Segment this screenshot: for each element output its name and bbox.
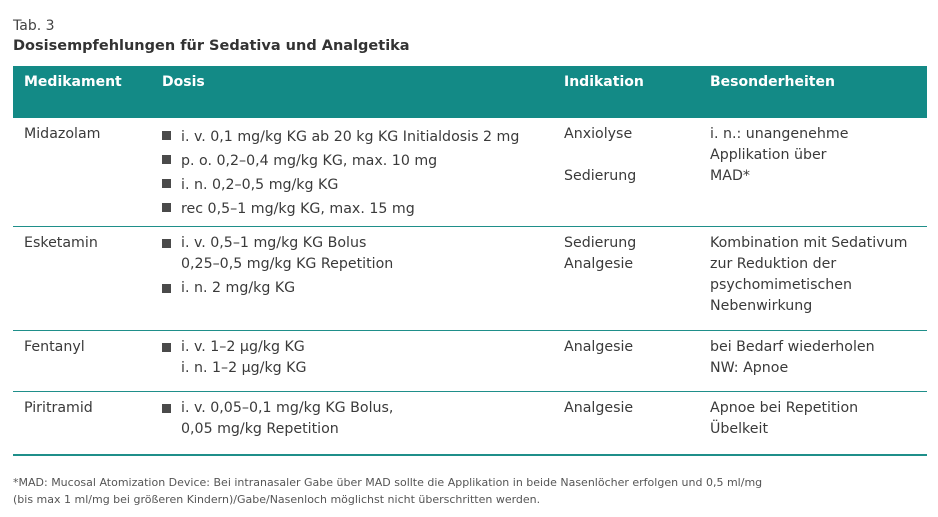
note-text: bei Bedarf wiederholen — [710, 339, 875, 355]
table-row: Midazolam i. v. 0,1 mg/kg KG ab 20 kg KG… — [13, 118, 927, 227]
dose-bullet: i. v. 0,5–1 mg/kg KG Bolus — [162, 233, 393, 254]
table-label: Tab. 3 — [13, 18, 55, 34]
cell-besonderheiten: Apnoe bei Repetition Übelkeit — [710, 398, 858, 440]
dose-bullet: p. o. 0,2–0,4 mg/kg KG, max. 10 mg — [162, 149, 519, 173]
dose-bullet: i. v. 1–2 µg/kg KG — [162, 337, 306, 358]
note-text: zur Reduktion der — [710, 256, 837, 272]
note-text: MAD* — [710, 168, 750, 184]
indication-text: Analgesie — [564, 339, 634, 355]
footnote: *MAD: Mucosal Atomization Device: Bei in… — [13, 474, 762, 508]
indication-text: Sedierung — [564, 235, 637, 251]
note-text: Nebenwirkung — [710, 298, 813, 314]
dose-bullet: i. n. 2 mg/kg KG — [162, 278, 393, 299]
header-dosis: Dosis — [162, 74, 205, 90]
note-text: psychomimetischen — [710, 277, 852, 293]
cell-medikament: Esketamin — [24, 235, 98, 251]
note-text: Übelkeit — [710, 421, 769, 437]
table-row: Esketamin i. v. 0,5–1 mg/kg KG Bolus 0,2… — [13, 227, 927, 331]
footnote-line: (bis max 1 ml/mg bei größeren Kindern)/G… — [13, 493, 541, 506]
cell-dosis: i. v. 0,5–1 mg/kg KG Bolus 0,25–0,5 mg/k… — [162, 233, 393, 299]
indication-text: Analgesie — [564, 256, 634, 272]
header-medikament: Medikament — [24, 74, 122, 90]
cell-dosis: i. v. 1–2 µg/kg KG i. n. 1–2 µg/kg KG — [162, 337, 306, 379]
indication-text: Analgesie — [564, 400, 634, 416]
cell-besonderheiten: i. n.: unangenehme Applikation über MAD* — [710, 124, 848, 187]
cell-dosis: i. v. 0,05–0,1 mg/kg KG Bolus, 0,05 mg/k… — [162, 398, 393, 440]
dose-bullet: i. v. 0,05–0,1 mg/kg KG Bolus, — [162, 398, 393, 419]
cell-medikament: Fentanyl — [24, 339, 85, 355]
footnote-line: *MAD: Mucosal Atomization Device: Bei in… — [13, 476, 763, 489]
table-title: Dosisempfehlungen für Sedativa und Analg… — [13, 38, 410, 54]
header-indikation: Indikation — [564, 74, 644, 90]
dose-bullet: i. n. 0,2–0,5 mg/kg KG — [162, 173, 519, 197]
cell-indikation: Analgesie — [564, 337, 633, 358]
note-text: Applikation über — [710, 147, 827, 163]
table-header: Medikament Dosis Indikation Besonderheit… — [13, 66, 927, 118]
cell-dosis: i. v. 0,1 mg/kg KG ab 20 kg KG Initialdo… — [162, 125, 519, 221]
table-row: Piritramid i. v. 0,05–0,1 mg/kg KG Bolus… — [13, 392, 927, 456]
cell-indikation: Anxiolyse Sedierung — [564, 124, 636, 187]
cell-besonderheiten: bei Bedarf wiederholen NW: Apnoe — [710, 337, 875, 379]
indication-text: Sedierung — [564, 168, 637, 184]
dose-bullet: rec 0,5–1 mg/kg KG, max. 15 mg — [162, 197, 519, 221]
dose-continuation: 0,25–0,5 mg/kg KG Repetition — [181, 256, 394, 272]
dose-continuation: 0,05 mg/kg Repetition — [181, 421, 339, 437]
note-text: Apnoe bei Repetition — [710, 400, 859, 416]
dose-continuation: i. n. 1–2 µg/kg KG — [181, 360, 307, 376]
cell-indikation: Sedierung Analgesie — [564, 233, 636, 275]
note-text: Kombination mit Sedativum — [710, 235, 908, 251]
dose-bullet: i. v. 0,1 mg/kg KG ab 20 kg KG Initialdo… — [162, 125, 519, 149]
cell-besonderheiten: Kombination mit Sedativum zur Reduktion … — [710, 233, 907, 317]
dosage-table: Medikament Dosis Indikation Besonderheit… — [13, 66, 927, 456]
header-besonderheiten: Besonderheiten — [710, 74, 835, 90]
note-text: NW: Apnoe — [710, 360, 789, 376]
cell-medikament: Piritramid — [24, 400, 93, 416]
cell-medikament: Midazolam — [24, 126, 101, 142]
cell-indikation: Analgesie — [564, 398, 633, 419]
indication-text: Anxiolyse — [564, 126, 633, 142]
table-row: Fentanyl i. v. 1–2 µg/kg KG i. n. 1–2 µg… — [13, 331, 927, 392]
note-text: i. n.: unangenehme — [710, 126, 849, 142]
